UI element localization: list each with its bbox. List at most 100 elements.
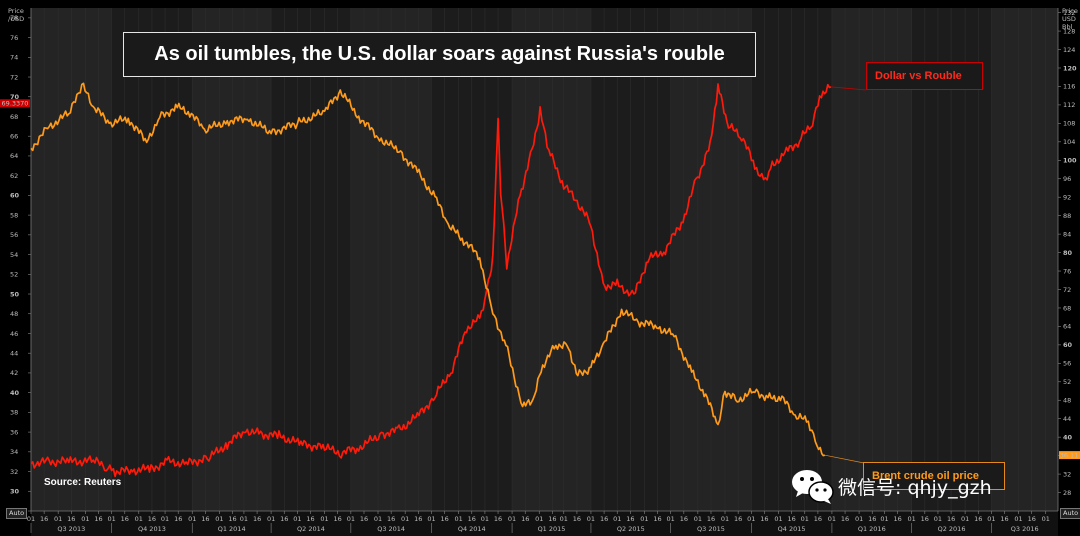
x-axis-tick-label: 01: [667, 515, 675, 523]
right-axis-tick-label: 68: [1063, 304, 1071, 312]
brent-crude-leader: [824, 454, 865, 464]
left-axis-tick-label: 74: [10, 54, 18, 62]
right-axis-tick-label: 40: [1063, 433, 1073, 441]
quarter-label: Q2 2015: [617, 525, 645, 533]
quarter-label: Q4 2013: [138, 525, 166, 533]
x-axis-tick-label: 16: [841, 515, 849, 523]
legend-brent-crude: Brent crude oil price: [863, 462, 1005, 490]
right-axis-tick-label: 76: [1063, 267, 1071, 275]
x-axis-tick-label: 01: [640, 515, 648, 523]
rouble-price-tag-label: 69.3370: [2, 100, 29, 108]
right-axis-tick-label: 100: [1063, 157, 1077, 165]
brent-crude-line: [30, 82, 826, 457]
x-axis-tick-label: 01: [560, 515, 568, 523]
quarter-label: Q3 2015: [697, 525, 725, 533]
quarter-label: Q3 2014: [377, 525, 405, 533]
x-axis-tick-label: 16: [707, 515, 715, 523]
left-axis-tick-label: 56: [10, 231, 18, 239]
x-axis-tick-label: 01: [347, 515, 355, 523]
x-axis-tick-label: 01: [1042, 515, 1050, 523]
x-axis-tick-label: 01: [880, 515, 888, 523]
x-axis-tick-label: 01: [508, 515, 516, 523]
quarter-band: [991, 8, 1058, 511]
left-axis-tick-label: 50: [10, 290, 20, 298]
right-axis-tick-label: 80: [1063, 249, 1073, 257]
x-axis-tick-label: 01: [694, 515, 702, 523]
left-axis-tick-label: 64: [10, 152, 18, 160]
x-axis-tick-label: 16: [760, 515, 768, 523]
x-axis-tick-label: 01: [587, 515, 595, 523]
left-axis-tick-label: 70: [10, 93, 20, 101]
x-axis-tick-label: 01: [320, 515, 328, 523]
x-axis-tick-label: 01: [54, 515, 62, 523]
x-axis-tick-label: 16: [787, 515, 795, 523]
left-axis-tick-label: 62: [10, 172, 18, 180]
x-axis-tick-label: 16: [280, 515, 288, 523]
x-axis-tick-label: 16: [921, 515, 929, 523]
x-axis-tick-label: 01: [855, 515, 863, 523]
x-axis-tick-label: 01: [613, 515, 621, 523]
x-axis-tick-label: 16: [253, 515, 261, 523]
x-axis-tick-label: 01: [721, 515, 729, 523]
left-axis-tick-label: 36: [10, 428, 18, 436]
right-axis-header: USD: [1062, 15, 1076, 23]
right-axis-header: Price: [1062, 7, 1078, 15]
x-axis-tick-label: 01: [961, 515, 969, 523]
left-axis-tick-label: 38: [10, 409, 18, 417]
watermark-text: 微信号: qhjy_gzh: [838, 476, 992, 499]
quarter-band: [192, 8, 272, 511]
x-axis-tick-label: 16: [814, 515, 822, 523]
x-axis-tick-label: 16: [548, 515, 556, 523]
right-axis-tick-label: 132: [1063, 9, 1075, 17]
x-axis-tick-label: 16: [94, 515, 102, 523]
x-axis-tick-label: 01: [481, 515, 489, 523]
right-axis-tick-label: 32: [1063, 470, 1071, 478]
x-axis-tick-label: 01: [934, 515, 942, 523]
left-axis-tick-label: 42: [10, 369, 18, 377]
x-axis-tick-label: 01: [267, 515, 275, 523]
auto-scale-right-button[interactable]: Auto: [1060, 508, 1080, 519]
x-axis-tick-label: 16: [600, 515, 608, 523]
x-axis-tick-label: 01: [987, 515, 995, 523]
x-axis-tick-label: 16: [947, 515, 955, 523]
dollar-rouble-line: [30, 83, 832, 478]
watermark: 微信号: qhjy_gzh: [788, 466, 992, 506]
left-axis-tick-label: 40: [10, 389, 20, 397]
quarter-label: Q2 2014: [297, 525, 325, 533]
quarter-band: [590, 8, 671, 511]
right-axis-header: Bbl: [1062, 23, 1073, 31]
x-axis-tick-label: 16: [306, 515, 314, 523]
quarter-label: Q2 2016: [938, 525, 966, 533]
x-axis-tick-label: 16: [414, 515, 422, 523]
x-axis-tick-label: 01: [1014, 515, 1022, 523]
x-axis-tick-label: 16: [573, 515, 581, 523]
right-axis-tick-label: 84: [1063, 230, 1071, 238]
x-axis-tick-label: 01: [427, 515, 435, 523]
right-axis-tick-label: 64: [1063, 323, 1071, 331]
legend-dollar-rouble: Dollar vs Rouble: [866, 62, 983, 90]
x-axis-tick-label: 01: [188, 515, 196, 523]
right-axis-tick-label: 112: [1063, 101, 1075, 109]
x-axis-tick-label: 16: [121, 515, 129, 523]
brent-price-tag: [1059, 451, 1080, 460]
right-axis-tick-label: 128: [1063, 27, 1075, 35]
x-axis-tick-label: 16: [334, 515, 342, 523]
left-axis-tick-label: 66: [10, 133, 18, 141]
left-axis-tick-label: 60: [10, 192, 20, 200]
right-axis-tick-label: 48: [1063, 397, 1071, 405]
auto-scale-left-button[interactable]: Auto: [6, 508, 28, 519]
x-axis-tick-label: 01: [374, 515, 382, 523]
x-axis-tick-label: 01: [801, 515, 809, 523]
quarter-label: Q3 2013: [57, 525, 85, 533]
x-axis-tick-label: 16: [174, 515, 182, 523]
right-axis-tick-label: 104: [1063, 138, 1075, 146]
x-axis-tick-label: 01: [81, 515, 89, 523]
x-axis-tick-label: 01: [747, 515, 755, 523]
x-axis-tick-label: 16: [974, 515, 982, 523]
x-axis-tick-label: 16: [360, 515, 368, 523]
right-axis-tick-label: 72: [1063, 286, 1071, 294]
quarter-label: Q1 2015: [538, 525, 566, 533]
right-axis-tick-label: 52: [1063, 378, 1071, 386]
